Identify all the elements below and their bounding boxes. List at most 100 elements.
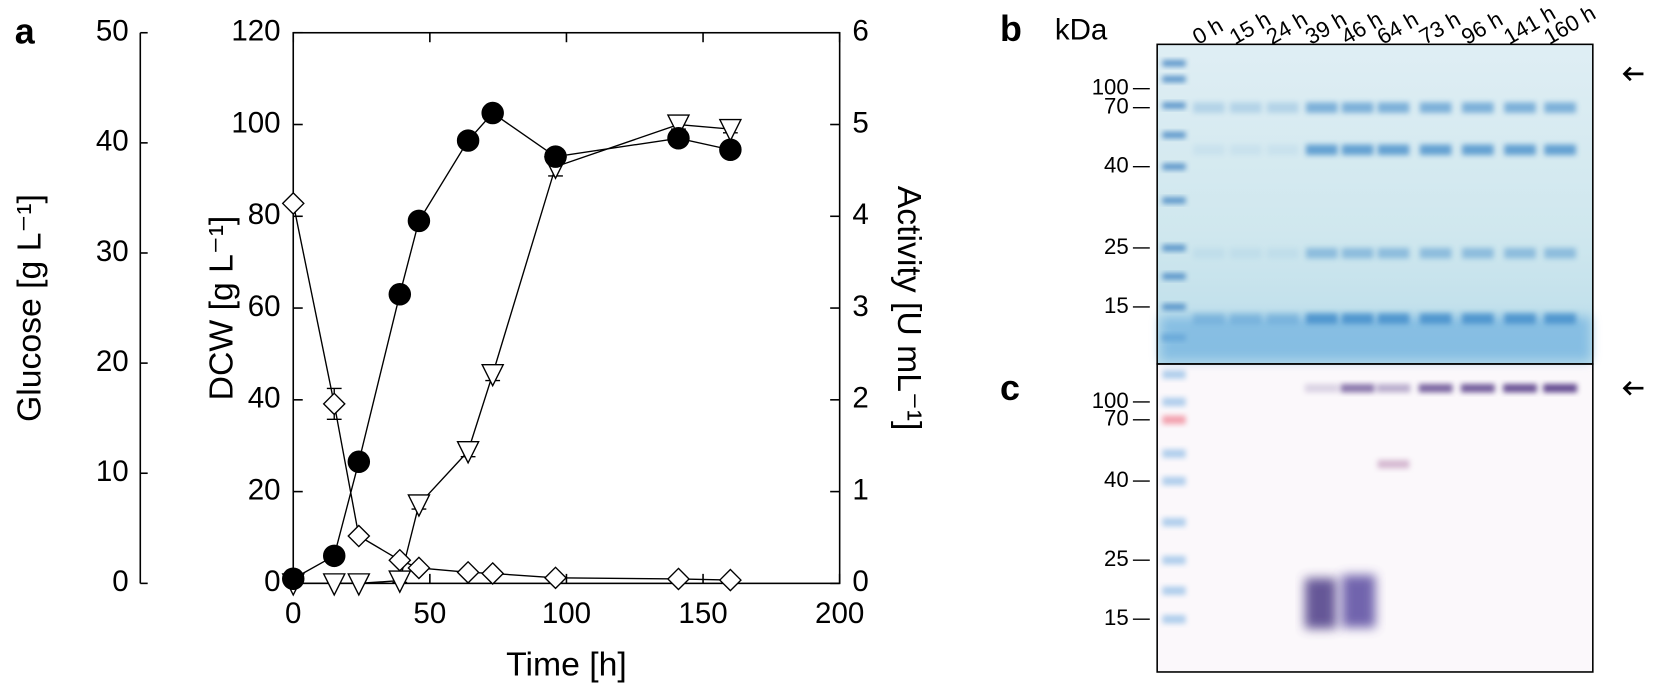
data-point	[388, 570, 412, 594]
gel-band	[1504, 102, 1536, 113]
y-tick-label: 0	[264, 565, 280, 598]
marker-label: 100	[1092, 74, 1129, 99]
y-tick-label: 40	[248, 382, 281, 415]
gel-band	[1193, 102, 1225, 113]
blot-band	[1418, 384, 1453, 393]
y2-tick-label: 6	[852, 15, 868, 48]
arrow	[1622, 380, 1644, 396]
gel-band	[1377, 247, 1410, 259]
data-point	[347, 573, 371, 597]
data-point	[718, 118, 743, 143]
gel-band	[1305, 102, 1338, 113]
panel-label: c	[1000, 368, 1020, 408]
ladder-band	[1162, 197, 1186, 204]
gel-band	[1229, 102, 1262, 113]
ladder-band	[1162, 476, 1186, 486]
data-point	[544, 145, 567, 168]
data-point	[456, 560, 480, 584]
gel-band	[1341, 144, 1374, 156]
marker-label: 15	[1104, 605, 1129, 630]
gel-band	[1305, 313, 1338, 324]
x-tick-label: 100	[542, 597, 591, 630]
blot-band	[1304, 384, 1339, 393]
ladder-band	[1162, 163, 1186, 170]
data-point	[456, 441, 480, 465]
gel-band	[1266, 144, 1299, 156]
data-point	[322, 544, 346, 568]
y2-axis-label: Activity [U mL⁻¹]	[890, 186, 928, 431]
gel-band	[1266, 247, 1299, 259]
gel-band	[1544, 144, 1576, 156]
gel-band	[1305, 247, 1338, 259]
gel-band	[1266, 102, 1299, 113]
gel-band	[1462, 247, 1494, 259]
y-tick-label: 120	[231, 15, 280, 48]
data-point	[718, 568, 742, 592]
gel-band	[1229, 313, 1262, 324]
y2-tick-label: 3	[852, 290, 868, 323]
y3-tick-label: 0	[112, 565, 128, 598]
data-point	[666, 567, 690, 591]
gel-band	[1419, 102, 1452, 113]
gel-band	[1462, 144, 1494, 156]
ladder-band	[1162, 586, 1186, 595]
ladder-band	[1162, 555, 1186, 565]
marker-label: 70	[1104, 406, 1129, 431]
series-line	[292, 203, 731, 581]
gel-band	[1544, 102, 1576, 113]
ladder-band	[1162, 397, 1186, 407]
data-point	[347, 524, 371, 548]
gel-band	[1305, 144, 1338, 156]
data-point	[456, 129, 480, 152]
gel-band	[1462, 102, 1494, 113]
data-point	[481, 561, 505, 585]
gel-band	[1419, 313, 1452, 324]
blot-band	[1376, 384, 1411, 393]
marker-label: 25	[1104, 546, 1129, 571]
x-tick-label: 0	[285, 597, 301, 630]
data-point	[407, 494, 431, 518]
gel-band	[1193, 313, 1225, 324]
plot-frame	[292, 31, 841, 585]
unit-label: kDa	[1055, 13, 1108, 46]
ladder-band	[1162, 131, 1186, 139]
blot-band	[1377, 459, 1410, 469]
ladder-band	[1162, 60, 1186, 67]
x-axis-label: Time [h]	[506, 646, 627, 684]
series-line	[293, 123, 731, 585]
marker-label: 70	[1104, 93, 1129, 118]
marker-label: 100	[1092, 388, 1129, 413]
y3-axis-label: Glucose [g L⁻¹]	[11, 194, 49, 422]
gel-band	[1341, 247, 1374, 259]
gel-band	[1341, 102, 1374, 113]
x-tick-label: 200	[815, 597, 864, 630]
gel-image	[1157, 44, 1593, 364]
y2-tick-label: 1	[852, 473, 868, 506]
gel-band	[1504, 144, 1536, 156]
arrow	[1622, 66, 1644, 82]
marker-label: 40	[1104, 153, 1129, 178]
data-point	[544, 566, 568, 590]
blot-band	[1460, 384, 1495, 393]
blot-blob	[1304, 578, 1337, 629]
data-point	[667, 127, 690, 150]
y3-tick-label: 40	[96, 125, 129, 158]
y-tick-label: 80	[248, 198, 281, 231]
gel-band	[1266, 313, 1299, 324]
ladder-band	[1162, 303, 1186, 311]
ladder-band	[1162, 102, 1186, 109]
series-line	[292, 112, 731, 580]
ladder-band	[1162, 415, 1186, 425]
ladder-band	[1162, 75, 1186, 83]
ladder-band	[1162, 449, 1186, 458]
panel-label: b	[1000, 9, 1022, 49]
data-point	[407, 209, 431, 233]
y2-tick-label: 0	[852, 565, 868, 598]
gel-band	[1544, 247, 1576, 259]
gel-band	[1377, 313, 1410, 324]
blot-frame	[1156, 363, 1594, 673]
x-tick-label: 50	[413, 597, 446, 630]
gel-band	[1504, 247, 1536, 259]
ladder-band	[1162, 517, 1186, 527]
blot-band	[1340, 384, 1375, 393]
